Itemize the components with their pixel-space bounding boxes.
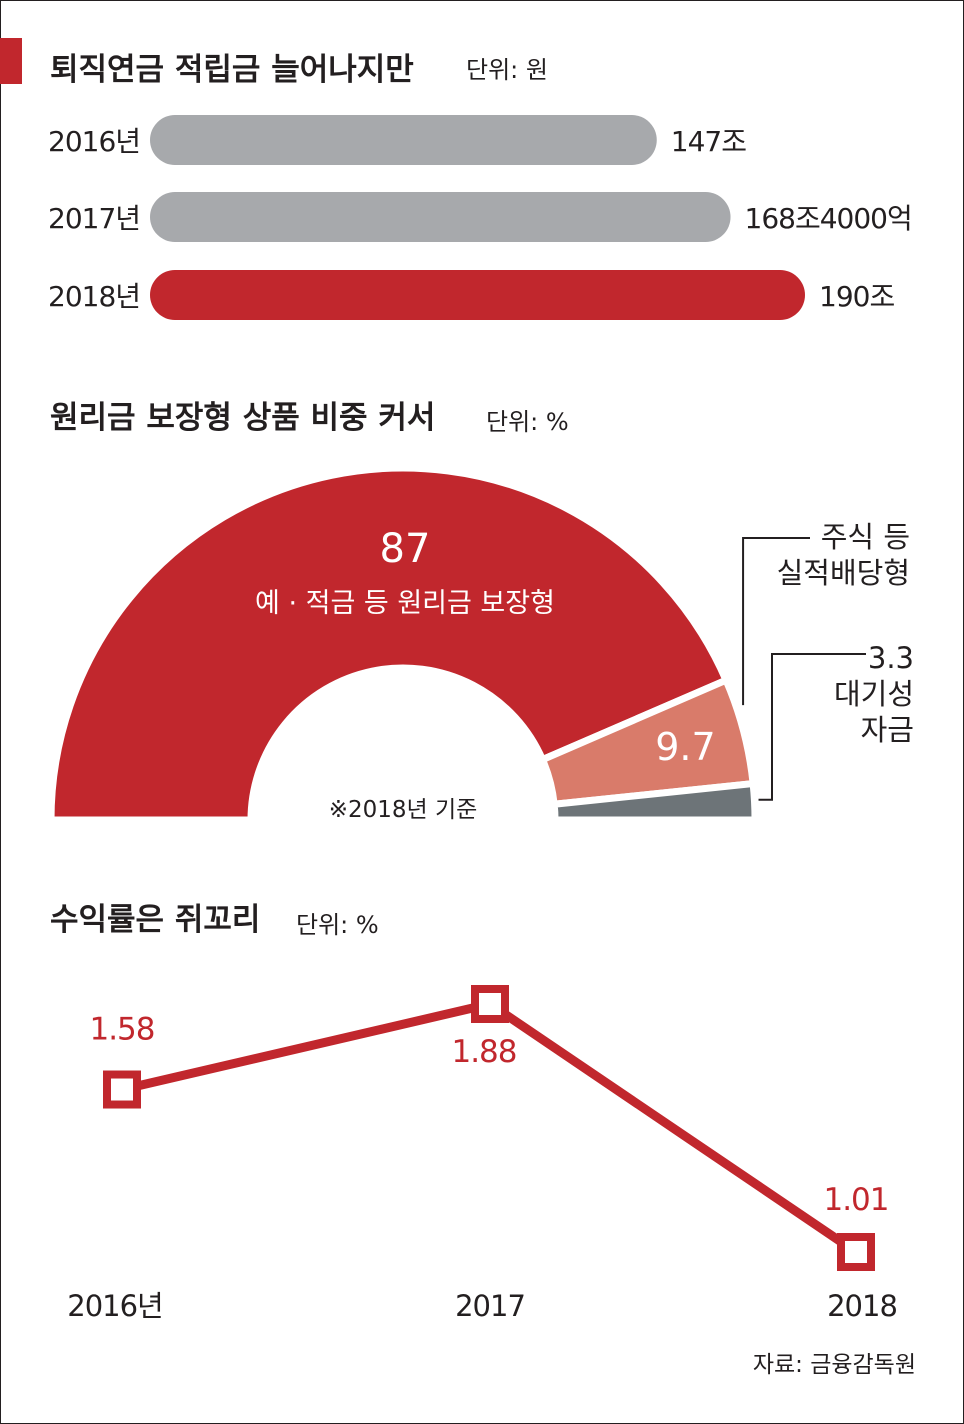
line-chart: 1.58 2016년 1.88 2017 1.01 2018 bbox=[67, 985, 898, 1323]
callout-line bbox=[742, 537, 810, 706]
x-axis-tick-label: 2018 bbox=[827, 1289, 897, 1323]
slice-category-label: 자금 bbox=[861, 713, 914, 747]
slice-value-label: 3.3 bbox=[868, 641, 914, 675]
bar bbox=[150, 115, 657, 165]
bar-category-label: 2016년 bbox=[48, 125, 140, 158]
donut-footnote: ※2018년 기준 bbox=[329, 797, 478, 823]
bar-category-label: 2018년 bbox=[48, 280, 140, 313]
series-marker bbox=[471, 985, 509, 1023]
data-value-label: 1.01 bbox=[823, 1182, 888, 1218]
series-marker bbox=[837, 1233, 875, 1271]
section3-title: 수익률은 쥐꼬리 bbox=[50, 902, 260, 938]
section2-title: 원리금 보장형 상품 비중 커서 bbox=[50, 400, 435, 436]
slice-value-label: 9.7 bbox=[655, 725, 715, 769]
section1-unit: 단위: 원 bbox=[466, 56, 548, 84]
bar-category-label: 2017년 bbox=[48, 202, 140, 235]
slice-category-label: 주식 등 bbox=[821, 520, 910, 554]
series-marker bbox=[103, 1070, 141, 1109]
x-axis-tick-label: 2017 bbox=[455, 1289, 525, 1323]
donut-slice bbox=[47, 464, 731, 824]
donut-baseline-mask bbox=[41, 820, 765, 832]
bar-chart: 2016년 147조 2017년 168조4000억 2018년 190조 bbox=[48, 115, 913, 320]
slice-category-label: 대기성 bbox=[834, 677, 914, 711]
source-note: 자료: 금융감독원 bbox=[753, 1352, 916, 1378]
section2-unit: 단위: % bbox=[486, 408, 569, 436]
bar-value-label: 147조 bbox=[671, 125, 746, 158]
bar bbox=[150, 192, 731, 242]
callout-line bbox=[758, 653, 866, 801]
section1-title: 퇴직연금 적립금 늘어나지만 bbox=[50, 52, 414, 88]
bar bbox=[150, 270, 805, 320]
section3-unit: 단위: % bbox=[296, 911, 379, 939]
slice-category-label: 예 · 적금 등 원리금 보장형 bbox=[255, 588, 555, 619]
bar-value-label: 190조 bbox=[819, 280, 894, 313]
data-value-label: 1.88 bbox=[451, 1034, 516, 1070]
data-value-label: 1.58 bbox=[89, 1012, 154, 1048]
section-marker bbox=[0, 38, 22, 84]
slice-category-label: 실적배당형 bbox=[777, 556, 910, 590]
bar-value-label: 168조4000억 bbox=[745, 202, 912, 235]
slice-value-label: 87 bbox=[380, 526, 431, 572]
x-axis-tick-label: 2016년 bbox=[67, 1289, 162, 1323]
